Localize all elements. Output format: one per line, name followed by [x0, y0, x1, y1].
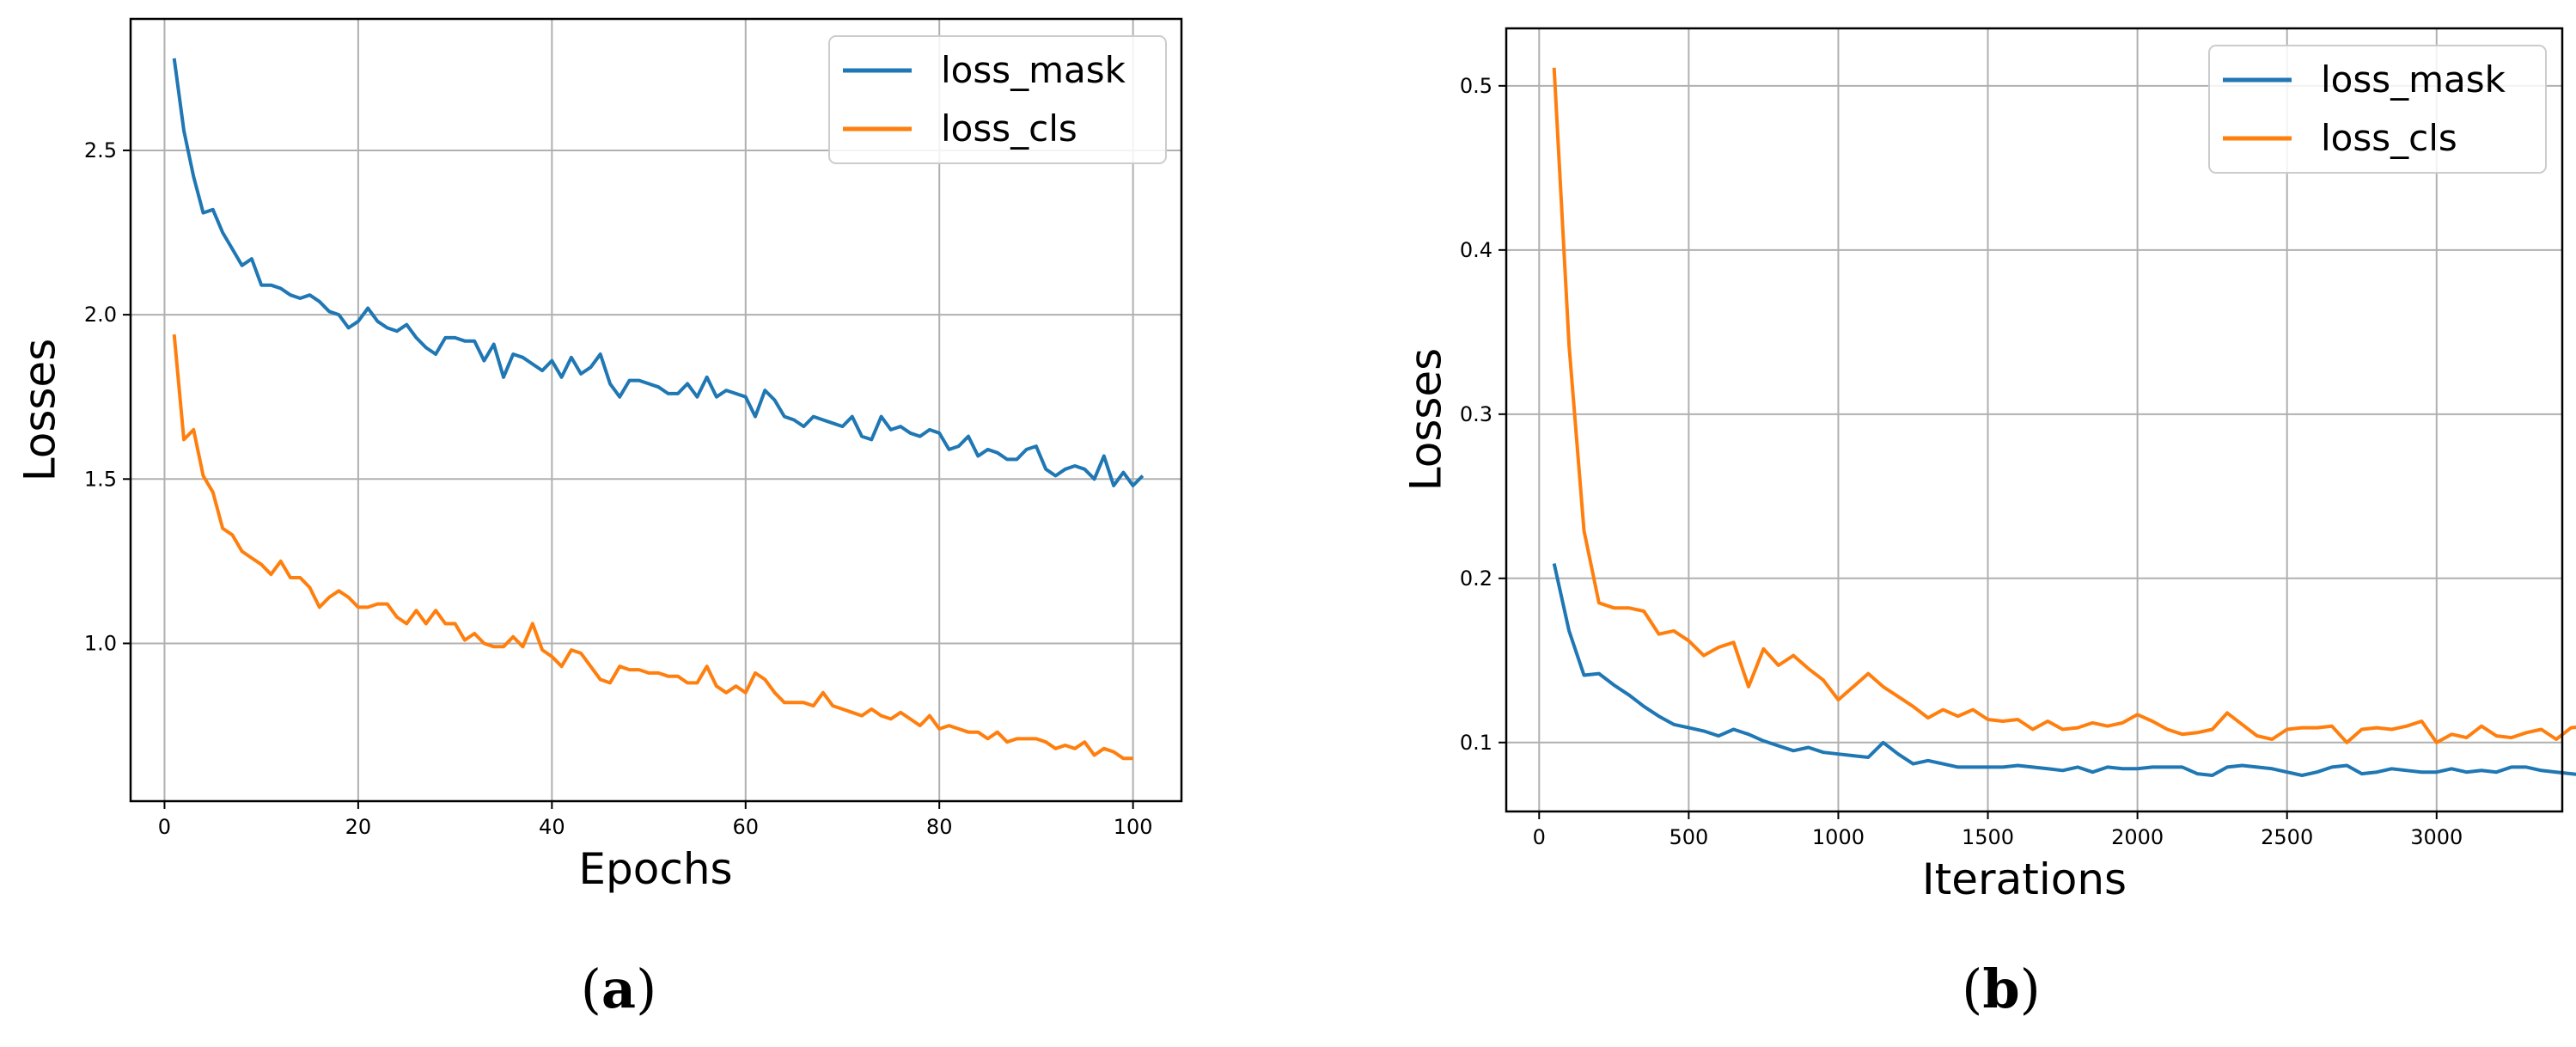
- x-tick-label: 40: [539, 815, 565, 839]
- chart-a-xlabel: Epochs: [578, 844, 732, 894]
- chart-a-ylabel: Losses: [15, 339, 65, 481]
- y-tick-label: 0.1: [1460, 731, 1492, 755]
- x-tick-label: 0: [1533, 825, 1546, 849]
- legend-label-loss-mask: loss_mask: [941, 49, 1126, 91]
- chart-panel-a: 0 20 40 60 80 100 1.0 1.5 2.0 2.5 Epochs Losses l…: [15, 17, 1183, 1020]
- chart-b-legend: loss_mask loss_cls: [2208, 45, 2547, 174]
- series-line-loss-cls: [1552, 67, 2576, 744]
- y-tick-label: 0.4: [1460, 238, 1492, 262]
- x-tick-label: 80: [926, 815, 953, 839]
- y-tick-label: 0.2: [1460, 566, 1492, 591]
- series-line-loss-cls: [172, 334, 1133, 761]
- series-line-loss-mask: [1552, 563, 2576, 777]
- x-tick-label: 1500: [1962, 825, 2014, 849]
- chart-b-xlabel: Iterations: [1922, 854, 2127, 904]
- x-tick-label: 20: [345, 815, 372, 839]
- panel-b-caption-letter: b: [1982, 958, 2019, 1020]
- y-tick-label: 2.5: [84, 138, 117, 162]
- chart-a-svg: 0 20 40 60 80 100 1.0 1.5 2.0 2.5 Epochs Losses l…: [15, 17, 1183, 1020]
- x-tick-label: 3000: [2410, 825, 2463, 849]
- chart-b-ticks: 0 500 1000 1500 2000 2500 3000 0.1 0.2 0.3 0.4 0.5: [1460, 74, 2463, 849]
- chart-a-series: [172, 58, 1145, 761]
- panel-a-caption-letter: a: [601, 958, 636, 1020]
- chart-b-ylabel: Losses: [1401, 348, 1451, 491]
- y-tick-label: 1.0: [84, 631, 117, 655]
- x-tick-label: 1000: [1812, 825, 1865, 849]
- y-tick-label: 0.3: [1460, 402, 1492, 426]
- legend-label-loss-cls: loss_cls: [2321, 117, 2457, 159]
- x-tick-label: 2500: [2261, 825, 2313, 849]
- chart-panel-b: 0 500 1000 1500 2000 2500 3000 0.1 0.2 0.3 0.4 0.5 …: [1288, 0, 2576, 1047]
- x-tick-label: 2000: [2111, 825, 2164, 849]
- x-tick-label: 0: [158, 815, 171, 839]
- x-tick-label: 60: [732, 815, 759, 839]
- chart-a-ticks: 0 20 40 60 80 100 1.0 1.5 2.0 2.5: [84, 138, 1153, 839]
- x-tick-label: 100: [1114, 815, 1153, 839]
- chart-a-legend: loss_mask loss_cls: [828, 35, 1167, 164]
- x-tick-label: 500: [1669, 825, 1708, 849]
- chart-b-series: [1552, 67, 2576, 777]
- y-tick-label: 2.0: [84, 303, 117, 327]
- chart-b-plot-frame: [1505, 27, 2564, 813]
- legend-box: [2208, 45, 2547, 174]
- panel-a-caption: (a): [581, 958, 657, 1020]
- legend-box: [828, 35, 1167, 164]
- y-tick-label: 0.5: [1460, 74, 1492, 98]
- legend-label-loss-cls: loss_cls: [941, 107, 1077, 150]
- legend-label-loss-mask: loss_mask: [2321, 58, 2506, 101]
- y-tick-label: 1.5: [84, 467, 117, 491]
- series-line-loss-mask: [172, 58, 1145, 487]
- chart-a-plot-frame: [129, 17, 1183, 803]
- panel-b-caption: (b): [1962, 958, 2041, 1020]
- chart-b-svg: 0 500 1000 1500 2000 2500 30000.10.20.30.40.5 …: [1401, 27, 2576, 1020]
